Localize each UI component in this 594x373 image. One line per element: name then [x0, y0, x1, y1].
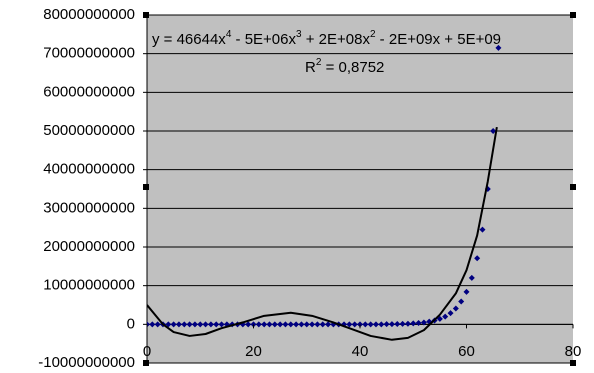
- data-point: [186, 321, 193, 328]
- data-point: [293, 321, 300, 328]
- x-tick-label: 40: [352, 343, 369, 360]
- data-point: [452, 305, 459, 312]
- data-point: [447, 310, 454, 317]
- data-point: [213, 321, 220, 328]
- y-tick-label: -10000000000: [38, 354, 135, 371]
- y-tick-label: 10000000000: [43, 277, 135, 294]
- handle: [143, 360, 149, 366]
- text-span: = 0,8752: [321, 59, 384, 76]
- data-point: [149, 321, 156, 328]
- data-point: [442, 313, 449, 320]
- text-span: y = 46644x: [152, 31, 226, 48]
- plot-marks: [147, 44, 502, 341]
- data-point: [245, 321, 252, 328]
- x-tick-label: 60: [458, 343, 475, 360]
- y-tick-label: 50000000000: [43, 122, 135, 139]
- data-point: [468, 274, 475, 281]
- data-point: [303, 321, 310, 328]
- data-point: [261, 321, 268, 328]
- data-point: [404, 320, 411, 327]
- selection-handles: [143, 12, 576, 366]
- text-span: - 5E+06x: [231, 31, 296, 48]
- text-span: + 2E+08x: [302, 31, 371, 48]
- data-point: [474, 255, 481, 262]
- data-point: [367, 321, 374, 328]
- data-point: [495, 44, 502, 51]
- data-point: [388, 321, 395, 328]
- data-point: [362, 321, 369, 328]
- data-point: [463, 288, 470, 295]
- superscript: 2: [370, 29, 376, 40]
- y-tick-label: 40000000000: [43, 161, 135, 178]
- data-point: [266, 321, 273, 328]
- y-tick-label: 30000000000: [43, 199, 135, 216]
- handle: [570, 184, 576, 190]
- superscript: 3: [296, 29, 302, 40]
- handle: [570, 12, 576, 18]
- data-point: [147, 321, 150, 328]
- y-tick-label: 0: [127, 315, 135, 332]
- data-point: [319, 321, 326, 328]
- data-point: [420, 319, 427, 326]
- data-point: [181, 321, 188, 328]
- x-tick-label: 0: [143, 343, 151, 360]
- y-tick-label: 20000000000: [43, 238, 135, 255]
- y-tick-label: 60000000000: [43, 83, 135, 100]
- data-point: [351, 321, 358, 328]
- data-point: [202, 321, 209, 328]
- handle: [143, 12, 149, 18]
- data-point: [415, 320, 422, 327]
- superscript: 2: [316, 57, 322, 68]
- axis-labels: -10000000000 0 10000000000 20000000000 30000…: [38, 6, 581, 371]
- data-point: [325, 321, 332, 328]
- y-tick-label: 70000000000: [43, 45, 135, 62]
- data-point: [309, 321, 316, 328]
- superscript: 4: [226, 29, 232, 40]
- handle: [570, 360, 576, 366]
- x-tick-label: 20: [245, 343, 262, 360]
- data-point: [282, 321, 289, 328]
- trendline-equation: y = 46644x4 - 5E+06x3 + 2E+08x2 - 2E+09x…: [152, 29, 501, 48]
- data-point: [271, 321, 278, 328]
- data-point: [372, 321, 379, 328]
- data-point: [298, 321, 305, 328]
- data-point: [154, 321, 161, 328]
- data-point: [287, 321, 294, 328]
- data-point: [458, 298, 465, 305]
- data-point: [165, 321, 172, 328]
- data-point: [191, 321, 198, 328]
- data-point: [410, 320, 417, 327]
- data-point: [378, 321, 385, 328]
- plot-area: [147, 15, 573, 363]
- trendline: [147, 126, 498, 341]
- data-point: [255, 321, 262, 328]
- data-point: [277, 321, 284, 328]
- data-point: [383, 321, 390, 328]
- data-point: [197, 321, 204, 328]
- data-point: [218, 321, 225, 328]
- data-point: [399, 320, 406, 327]
- data-point: [479, 226, 486, 233]
- data-point: [175, 321, 182, 328]
- y-tick-label: 80000000000: [43, 6, 135, 23]
- x-tick-label: 80: [565, 343, 582, 360]
- data-point: [207, 321, 214, 328]
- text-span: R: [305, 59, 316, 76]
- data-point: [394, 321, 401, 328]
- handle: [143, 184, 149, 190]
- data-point: [170, 321, 177, 328]
- data-point: [314, 321, 321, 328]
- data-point: [490, 128, 497, 134]
- data-point: [346, 321, 353, 328]
- r-squared: R2 = 0,8752: [305, 57, 384, 76]
- text-span: - 2E+09x + 5E+09: [376, 31, 502, 48]
